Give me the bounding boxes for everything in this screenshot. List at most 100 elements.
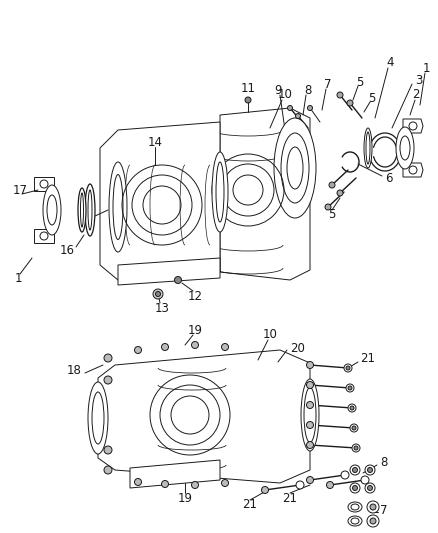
Circle shape: [40, 232, 48, 240]
Circle shape: [350, 465, 360, 475]
Text: 19: 19: [177, 491, 192, 505]
Ellipse shape: [216, 162, 224, 222]
Ellipse shape: [85, 184, 95, 236]
Circle shape: [409, 122, 417, 130]
Ellipse shape: [400, 136, 410, 160]
Text: 8: 8: [304, 84, 312, 96]
Circle shape: [174, 277, 181, 284]
Text: 10: 10: [278, 88, 293, 101]
Circle shape: [40, 180, 48, 188]
Ellipse shape: [301, 379, 319, 451]
Ellipse shape: [109, 162, 127, 252]
Circle shape: [153, 289, 163, 299]
Circle shape: [409, 166, 417, 174]
Circle shape: [307, 361, 314, 368]
Ellipse shape: [304, 387, 316, 442]
Polygon shape: [100, 122, 220, 280]
Circle shape: [348, 404, 356, 412]
Ellipse shape: [287, 147, 303, 189]
Circle shape: [347, 100, 353, 106]
Circle shape: [370, 504, 376, 510]
Text: 3: 3: [415, 74, 422, 86]
Text: 6: 6: [385, 172, 392, 184]
Circle shape: [261, 487, 268, 494]
Circle shape: [367, 486, 372, 490]
Circle shape: [329, 182, 335, 188]
Ellipse shape: [47, 195, 57, 225]
Ellipse shape: [81, 193, 84, 227]
Text: 15: 15: [77, 212, 92, 224]
Circle shape: [353, 486, 357, 490]
Ellipse shape: [364, 128, 372, 168]
Polygon shape: [98, 350, 310, 483]
Circle shape: [191, 342, 198, 349]
Circle shape: [365, 483, 375, 493]
Circle shape: [346, 366, 350, 370]
Polygon shape: [220, 108, 310, 280]
Text: 18: 18: [67, 364, 82, 376]
Circle shape: [162, 343, 169, 351]
Circle shape: [370, 518, 376, 524]
Ellipse shape: [88, 190, 92, 230]
Circle shape: [155, 292, 160, 296]
Ellipse shape: [351, 504, 359, 510]
Ellipse shape: [43, 185, 61, 235]
Circle shape: [307, 106, 312, 110]
Circle shape: [134, 346, 141, 353]
Text: 12: 12: [187, 289, 202, 303]
Circle shape: [104, 354, 112, 362]
Ellipse shape: [113, 174, 123, 239]
Circle shape: [337, 190, 343, 196]
Circle shape: [307, 382, 314, 389]
Circle shape: [325, 204, 331, 210]
Text: 10: 10: [262, 328, 277, 342]
Text: 1: 1: [423, 61, 430, 75]
Ellipse shape: [366, 132, 370, 164]
Ellipse shape: [92, 392, 104, 444]
Circle shape: [191, 481, 198, 489]
Polygon shape: [34, 229, 54, 243]
Text: 21: 21: [243, 498, 258, 512]
Circle shape: [353, 467, 357, 472]
Text: 11: 11: [240, 82, 255, 94]
Text: 16: 16: [60, 244, 75, 256]
Text: 7: 7: [324, 78, 332, 92]
Text: 21: 21: [360, 351, 375, 365]
Ellipse shape: [88, 382, 108, 454]
Text: 7: 7: [380, 504, 388, 516]
Circle shape: [104, 446, 112, 454]
Text: 20: 20: [290, 342, 305, 354]
Circle shape: [341, 471, 349, 479]
Polygon shape: [118, 258, 220, 285]
Circle shape: [367, 501, 379, 513]
Circle shape: [307, 477, 314, 483]
Circle shape: [134, 479, 141, 486]
Circle shape: [222, 480, 229, 487]
Circle shape: [222, 343, 229, 351]
Text: 21: 21: [283, 491, 297, 505]
Circle shape: [326, 481, 333, 489]
Ellipse shape: [281, 133, 309, 203]
Circle shape: [350, 424, 358, 432]
Text: 5: 5: [328, 208, 336, 222]
Circle shape: [348, 386, 352, 390]
Circle shape: [296, 114, 300, 118]
Ellipse shape: [351, 518, 359, 524]
Circle shape: [162, 481, 169, 488]
Text: 2: 2: [413, 88, 420, 101]
Polygon shape: [130, 460, 220, 488]
Ellipse shape: [396, 127, 414, 169]
Ellipse shape: [348, 502, 362, 512]
Circle shape: [287, 106, 293, 110]
Circle shape: [296, 481, 304, 489]
Circle shape: [350, 406, 354, 410]
Circle shape: [352, 426, 356, 430]
Text: 19: 19: [187, 324, 202, 336]
Text: 13: 13: [155, 302, 170, 314]
Polygon shape: [34, 177, 54, 191]
Circle shape: [354, 446, 358, 450]
Ellipse shape: [348, 516, 362, 526]
Circle shape: [367, 515, 379, 527]
Circle shape: [104, 466, 112, 474]
Ellipse shape: [274, 118, 316, 218]
